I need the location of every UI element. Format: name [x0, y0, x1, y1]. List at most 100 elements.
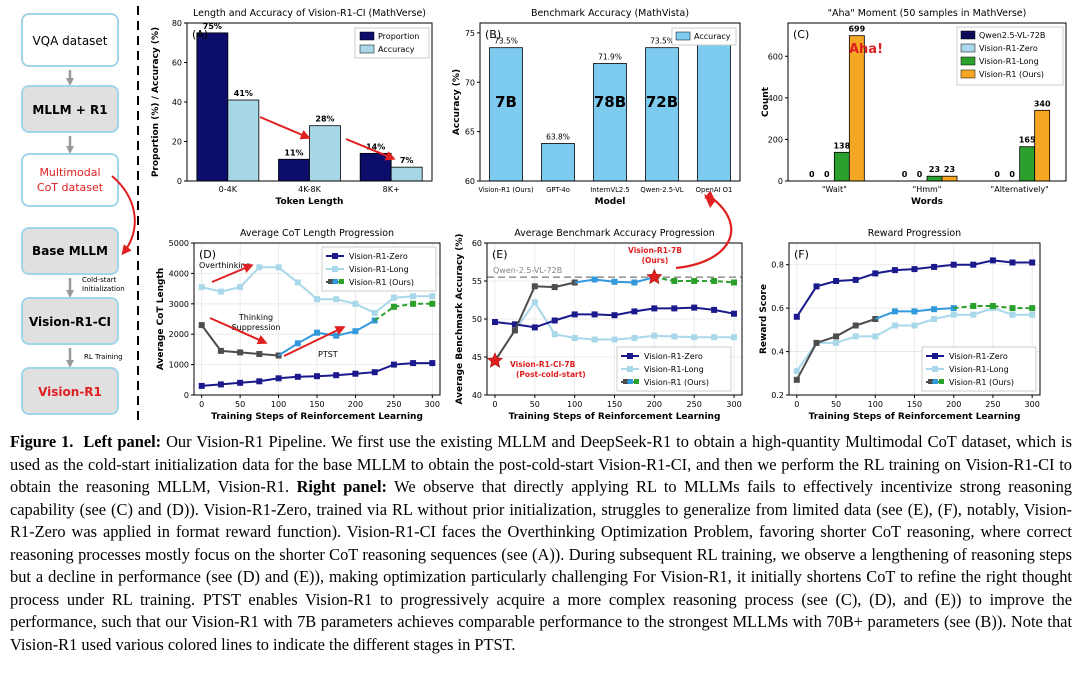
bar-3 [848, 35, 865, 182]
y-tick-label: 0.4 [771, 348, 784, 357]
series-marker-zero [333, 372, 340, 379]
y-tick-label: 5000 [169, 239, 189, 248]
legend: Vision-R1-Zero Vision-R1-Long Vision-R1 (O… [921, 346, 1037, 392]
series-marker-zero [631, 308, 638, 315]
red-curved-arrow [111, 175, 136, 256]
y-tick-label: 60 [465, 177, 475, 186]
series-marker-zero [492, 319, 498, 325]
legend-label: Vision-R1-Long [949, 365, 1009, 374]
series-marker-long [931, 316, 938, 322]
legend-swatch [960, 56, 976, 66]
y-axis-label: Accuracy (%) [452, 69, 462, 135]
series-marker-long [410, 293, 417, 300]
x-tick-label: 50 [530, 400, 540, 409]
series-marker-ours-stage1 [198, 322, 205, 329]
legend-label: Vision-R1-Long [979, 57, 1039, 66]
series-marker-zero [931, 263, 938, 270]
y-tick-label: 80 [172, 19, 182, 28]
series-marker-long [852, 333, 859, 340]
baseline-label: Qwen-2.5-VL-72B [493, 266, 562, 275]
pipeline-box-vision-r1 [21, 367, 119, 415]
legend-label: Accuracy [694, 32, 731, 41]
x-tick-label: InternVL2.5 [590, 186, 629, 194]
bar-accuracy [390, 166, 423, 182]
series-marker-long [872, 333, 879, 340]
legend-label: Vision-R1 (Ours) [949, 378, 1014, 387]
x-axis-label: Words [911, 197, 943, 207]
series-marker-ours-stage3 [989, 303, 996, 309]
series-marker-ours-stage3 [711, 278, 718, 284]
panel-label: (D) [199, 248, 216, 261]
series-marker-long [571, 335, 578, 341]
series-marker-zero [970, 261, 977, 268]
arrowhead [704, 194, 716, 208]
pipeline-label-base-mllm: Base MLLM [32, 244, 108, 258]
y-axis-label: Average Benchmark Accuracy (%) [455, 233, 465, 404]
x-tick-label: 200 [647, 400, 662, 409]
left-panel-label: Left panel: [83, 432, 162, 451]
series-marker-long [429, 293, 436, 300]
y-tick-label: 0.2 [771, 391, 784, 400]
series-marker-long [390, 294, 397, 301]
y-tick-label: 60 [472, 239, 482, 248]
x-tick-label: 150 [907, 400, 922, 409]
legend-swatch [960, 30, 976, 40]
x-axis-label: Training Steps of Reinforcement Learning [211, 412, 423, 422]
series-marker-long [275, 264, 282, 271]
legend: Vision-R1-Zero Vision-R1-Long Vision-R1 (O… [321, 246, 437, 292]
y-tick-label: 3000 [169, 300, 189, 309]
annotation-suppression: Suppression [232, 323, 281, 332]
series-marker-zero [275, 375, 282, 382]
bar-value-label: 0 [994, 170, 1000, 179]
series-marker-ours-stage3 [1009, 305, 1016, 312]
bar-value-label: 73.5% [650, 37, 674, 46]
series-marker-long [631, 335, 638, 341]
legend-marker [928, 379, 933, 384]
y-tick-label: 600 [768, 52, 783, 61]
series-marker-long [531, 299, 538, 306]
chart-e-benchmark-progression: 40 45 50 55 60 0 50 100 150 200 250 300 Qwen-2.5-VL-… [455, 228, 743, 422]
series-marker-ours-stage3 [691, 278, 698, 284]
x-tick-label: 150 [309, 400, 324, 409]
series-line-ours-start [494, 329, 516, 362]
start-star-icon [486, 352, 504, 368]
right-panel-text: We observe that directly applying RL to … [10, 477, 1072, 654]
y-axis-label: Reward Score [759, 284, 769, 354]
x-tick-label: 0 [794, 400, 799, 409]
series-marker-long [333, 296, 340, 303]
figure-label: Figure 1. [10, 432, 74, 451]
bar-value-label: 73.5% [494, 37, 518, 46]
series-marker-zero [314, 373, 320, 380]
legend-label: Vision-R1 (Ours) [979, 70, 1044, 79]
bar-value-label: 23 [944, 165, 955, 174]
legend-marker [634, 379, 639, 384]
series-marker-ours-stage1 [531, 283, 538, 290]
chart-d-cot-length: 0 1000 2000 3000 4000 5000 0 50 100 150 200 250 300 A… [156, 228, 441, 422]
series-marker-zero [571, 311, 578, 318]
series-marker-long [691, 334, 698, 341]
bar-param-label: 78B [594, 93, 626, 111]
x-tick-label: Vision-R1 (Ours) [478, 186, 534, 194]
series-marker-long [611, 336, 618, 343]
series-marker-zero [352, 370, 359, 377]
series-marker-ours-stage3 [731, 279, 737, 286]
y-tick-label: 40 [472, 391, 482, 400]
plot-frame [486, 242, 743, 396]
bar-value-label: 0 [809, 170, 815, 179]
pipeline-label-rl-training: RL Training [84, 353, 123, 361]
series-marker-zero [950, 261, 957, 268]
series-marker-long [294, 279, 301, 286]
bar-value-label: 0 [824, 170, 830, 179]
x-axis-label: Token Length [276, 197, 344, 207]
legend-label: Accuracy [378, 45, 415, 54]
series-marker-long [1009, 311, 1016, 318]
series-marker-ours-stage2 [611, 278, 618, 285]
series-marker-long [256, 264, 263, 271]
bar-2 [1019, 146, 1036, 182]
pipeline-label-vision-r1-ci: Vision-R1-CI [29, 315, 111, 329]
series-marker-zero [551, 317, 558, 324]
series-marker-ours-stage2 [333, 332, 340, 339]
series-marker-zero [511, 321, 518, 328]
series-marker-long [352, 300, 359, 307]
